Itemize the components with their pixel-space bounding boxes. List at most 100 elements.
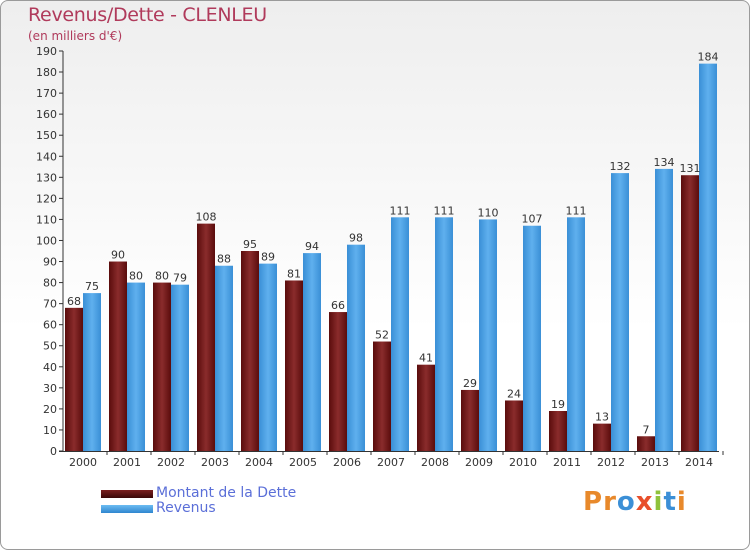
bar-dette xyxy=(637,436,655,451)
bar-revenus xyxy=(215,265,233,451)
bar-revenus xyxy=(567,217,585,451)
x-tick-label: 2004 xyxy=(245,456,273,469)
y-tick-label: 20 xyxy=(43,403,57,416)
data-label-dette: 19 xyxy=(551,398,565,411)
data-label-revenus: 89 xyxy=(261,251,275,264)
bar-revenus xyxy=(83,293,101,451)
y-tick-label: 140 xyxy=(36,150,57,163)
axes: 0 10 20 30 40 50 60 70 80 90 100 110 120 130 140 150 160… xyxy=(36,45,724,469)
y-tick-label: 90 xyxy=(43,256,57,269)
legend-label-revenus: Revenus xyxy=(156,500,216,516)
bar-dette xyxy=(153,282,171,451)
y-tick-label: 180 xyxy=(36,66,57,79)
y-tick-label: 150 xyxy=(36,129,57,142)
bar-dette xyxy=(65,307,83,451)
bar-dette xyxy=(681,175,699,452)
x-tick-label: 2014 xyxy=(685,456,713,469)
data-label-revenus: 98 xyxy=(349,232,363,245)
legend-label-dette: Montant de la Dette xyxy=(156,485,297,501)
data-label-dette: 7 xyxy=(643,423,650,436)
bar-revenus xyxy=(127,282,145,451)
y-tick-label: 50 xyxy=(43,340,57,353)
data-label-revenus: 134 xyxy=(654,156,675,169)
bar-dette xyxy=(549,411,567,451)
bar-dette xyxy=(417,364,435,451)
bar-revenus xyxy=(611,173,629,451)
x-tick-label: 2013 xyxy=(641,456,669,469)
data-label-dette: 95 xyxy=(243,238,257,251)
data-label-revenus: 80 xyxy=(129,270,143,283)
data-label-dette: 81 xyxy=(287,267,301,280)
x-tick-label: 2005 xyxy=(289,456,317,469)
x-tick-label: 2008 xyxy=(421,456,449,469)
data-label-revenus: 75 xyxy=(85,280,99,293)
bar-dette xyxy=(461,389,479,451)
bar-dette xyxy=(329,312,347,451)
bar-dette xyxy=(285,280,303,451)
y-tick-label: 160 xyxy=(36,108,57,121)
bar-dette xyxy=(241,251,259,451)
data-label-revenus: 132 xyxy=(610,160,631,173)
legend-swatch-dette xyxy=(101,490,153,498)
data-label-dette: 108 xyxy=(196,211,217,224)
x-tick-label: 2007 xyxy=(377,456,405,469)
bar-dette xyxy=(197,223,215,451)
bar-dette xyxy=(109,261,127,451)
data-label-revenus: 111 xyxy=(434,204,455,217)
bar-revenus xyxy=(347,244,365,451)
data-label-dette: 131 xyxy=(680,162,701,175)
data-label-revenus: 184 xyxy=(698,51,719,64)
y-tick-label: 170 xyxy=(36,87,57,100)
data-label-dette: 68 xyxy=(67,295,81,308)
data-label-revenus: 94 xyxy=(305,240,319,253)
bar-revenus xyxy=(655,168,673,452)
data-label-dette: 52 xyxy=(375,329,389,342)
bar-revenus xyxy=(479,219,497,451)
data-labels: 68 90 80 108 95 81 66 52 41 29 24 19 13 7 131 75 80 79 88 8… xyxy=(67,51,719,437)
y-tick-label: 0 xyxy=(50,445,57,458)
y-tick-label: 40 xyxy=(43,361,57,374)
data-label-revenus: 111 xyxy=(390,204,411,217)
y-tick-label: 120 xyxy=(36,192,57,205)
x-tick-label: 2001 xyxy=(113,456,141,469)
chart-subtitle: (en milliers d'€) xyxy=(28,29,123,43)
data-label-dette: 29 xyxy=(463,377,477,390)
y-tick-label: 60 xyxy=(43,319,57,332)
x-tick-label: 2012 xyxy=(597,456,625,469)
x-tick-label: 2009 xyxy=(465,456,493,469)
x-tick-label: 2006 xyxy=(333,456,361,469)
legend-swatch-revenus xyxy=(101,505,153,513)
bar-revenus xyxy=(171,284,189,451)
data-label-dette: 41 xyxy=(419,352,433,365)
y-tick-label: 10 xyxy=(43,424,57,437)
bar-revenus xyxy=(259,263,277,451)
y-tick-label: 70 xyxy=(43,298,57,311)
data-label-dette: 90 xyxy=(111,249,125,262)
bars xyxy=(65,63,717,452)
x-tick-label: 2000 xyxy=(69,456,97,469)
bar-dette xyxy=(373,341,391,451)
proxiti-logo: Proxiti xyxy=(583,487,687,517)
data-label-revenus: 110 xyxy=(478,206,499,219)
x-tick-label: 2002 xyxy=(157,456,185,469)
y-tick-label: 110 xyxy=(36,213,57,226)
data-label-revenus: 107 xyxy=(522,213,543,226)
x-tick-label: 2010 xyxy=(509,456,537,469)
data-label-revenus: 79 xyxy=(173,272,187,285)
data-label-revenus: 111 xyxy=(566,204,587,217)
bar-dette xyxy=(593,423,611,451)
bar-revenus xyxy=(523,225,541,451)
x-tick-label: 2003 xyxy=(201,456,229,469)
bar-dette xyxy=(505,400,523,451)
data-label-dette: 80 xyxy=(155,270,169,283)
bar-revenus xyxy=(303,253,321,451)
bar-revenus xyxy=(699,63,717,451)
bar-revenus xyxy=(391,217,409,451)
bar-revenus xyxy=(435,217,453,451)
y-tick-label: 100 xyxy=(36,234,57,247)
data-label-dette: 24 xyxy=(507,387,521,400)
x-tick-label: 2011 xyxy=(553,456,581,469)
chart-title: Revenus/Dette - CLENLEU xyxy=(28,4,267,26)
